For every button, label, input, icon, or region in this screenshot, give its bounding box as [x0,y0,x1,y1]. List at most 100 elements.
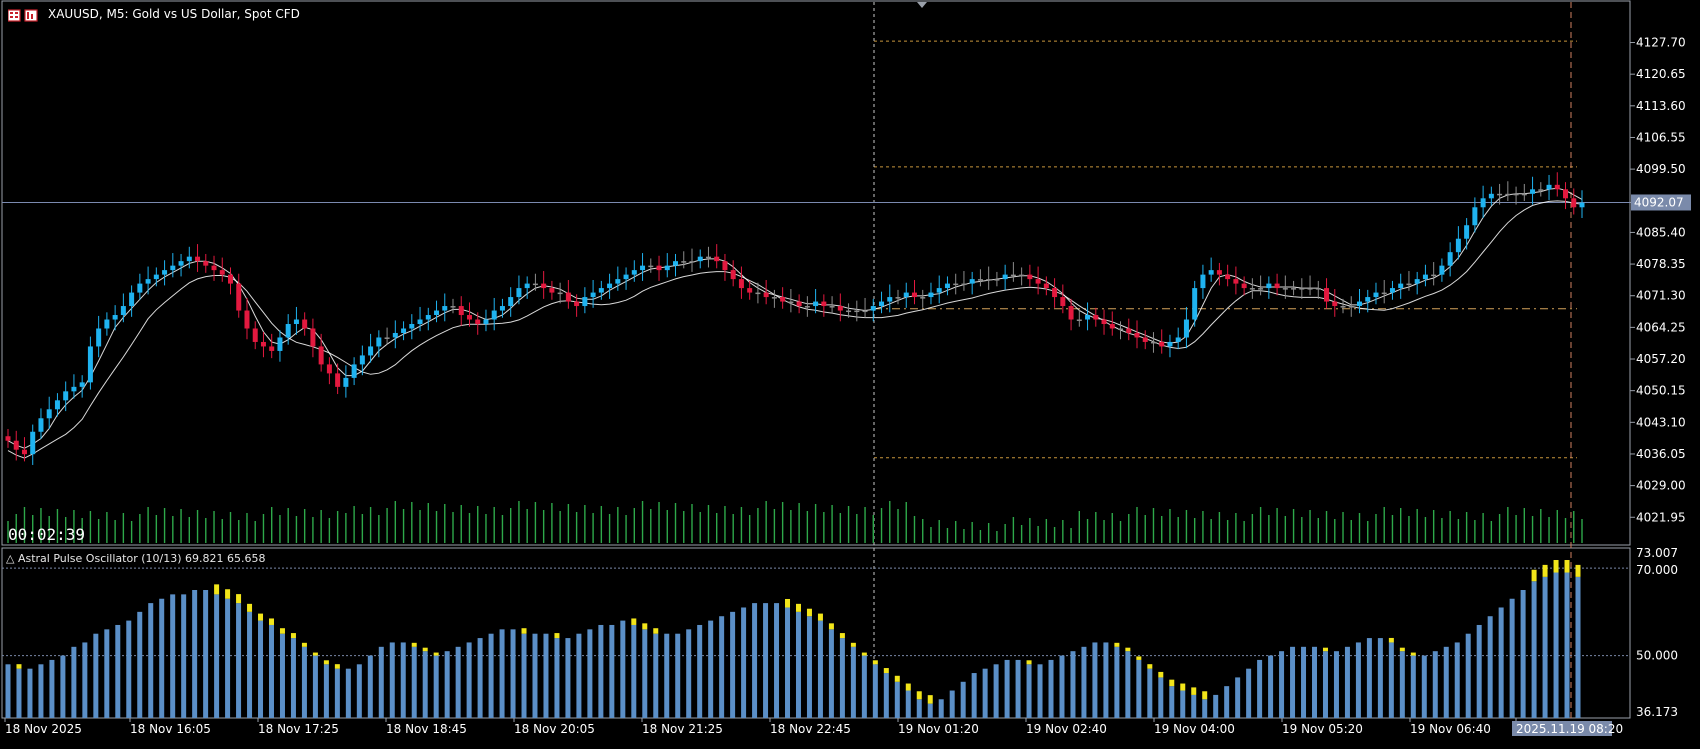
oscillator-bar [301,646,307,718]
candle-body [887,297,893,302]
candle-body [895,297,901,299]
oscillator-bar-cap [1399,647,1405,652]
oscillator-bar [258,620,264,718]
candle-body [466,315,472,320]
oscillator-bar [982,668,988,718]
oscillator-bar [38,664,44,718]
candle-body [137,283,143,293]
candle-body [664,265,670,271]
oscillator-bar [1443,646,1449,718]
oscillator-bar [1355,642,1361,718]
price-tick-label: 4071.30 [1636,289,1686,303]
candle-body [796,301,802,307]
candle-body [1167,341,1173,347]
candle-body [582,297,588,307]
candle-body [302,319,308,329]
oscillator-bar [664,633,670,718]
oscillator-bar [598,624,604,718]
candle-body [384,337,390,339]
oscillator-bar [236,603,242,718]
indicator-pane-border [1,547,1631,719]
candle-body [1002,274,1008,280]
oscillator-bar [389,642,395,718]
candle-body [434,310,440,316]
oscillator-bar-cap [554,633,560,639]
oscillator-bar [1487,616,1493,718]
candle-body [260,341,266,347]
candle-body [13,440,19,450]
candle-body [1348,306,1354,308]
candle-body [1035,279,1041,284]
oscillator-bar [126,620,132,718]
oscillator-bar [806,616,812,718]
oscillator-bar [839,638,845,718]
oscillator-bar [1399,651,1405,718]
candle-body [186,256,192,262]
candle-body [170,265,176,271]
candle-body [335,373,341,387]
oscillator-bar-cap [1114,642,1120,647]
oscillator-bar [104,629,110,718]
oscillator-bar [565,638,571,718]
candle-body [450,306,456,308]
oscillator-bar [1048,659,1054,718]
oscillator-bar-cap [1169,679,1175,687]
oscillator-bar [1059,655,1065,718]
oscillator-bar [115,624,121,718]
oscillator-bar-cap [1158,671,1164,678]
oscillator-bar-cap [258,613,264,621]
time-tick-label: 18 Nov 17:25 [258,722,339,736]
candle-body [1266,283,1272,289]
oscillator-bar [1169,686,1175,718]
oscillator-bar [1322,651,1328,718]
oscillator-bar [312,655,318,718]
current-price-badge [1631,194,1691,211]
candle-body [1282,288,1288,290]
candle-body [870,306,876,311]
oscillator-axis-min-label: 36.173 [1636,705,1678,719]
candle-body [1530,189,1536,194]
oscillator-level-label: 50.000 [1636,649,1678,663]
candle-body [1480,198,1486,208]
price-tick-label: 4106.55 [1636,130,1686,144]
slow-ma-line [7,200,1583,459]
candle-body [269,346,275,351]
oscillator-bar-cap [301,642,307,647]
oscillator-bar [203,589,209,718]
candle-body [458,306,464,316]
candle-body [590,292,596,298]
candle-body [508,297,514,307]
candle-body [1398,283,1404,289]
oscillator-bar-cap [653,628,659,634]
oscillator-bar [1377,638,1383,718]
oscillator-bar [466,642,472,718]
candle-body [252,328,258,342]
candle-body [376,337,382,347]
oscillator-bar [1432,651,1438,718]
candle-body [1439,265,1445,275]
candle-body [195,256,201,262]
candle-body [1093,315,1099,320]
candle-body [1126,328,1132,333]
candle-body [1159,341,1165,347]
candle-body [491,310,497,320]
candle-body [425,315,431,320]
candle-body [401,328,407,333]
candle-body [277,337,283,351]
oscillator-bar [620,620,626,718]
candle-body [524,283,530,289]
candle-body [928,292,934,298]
oscillator-bar [334,668,340,718]
oscillator-bar [708,620,714,718]
candle-body [1010,274,1016,277]
indicator-title: △ Astral Pulse Oscillator (10/13) 69.821… [6,552,266,565]
oscillator-bar [828,629,834,718]
candle-body [1225,274,1231,280]
candle-body [969,279,975,284]
oscillator-bar-cap [631,618,637,625]
oscillator-bar [971,673,977,718]
candle-body [911,292,917,298]
candle-body [162,270,168,275]
candle-body [1406,283,1412,286]
